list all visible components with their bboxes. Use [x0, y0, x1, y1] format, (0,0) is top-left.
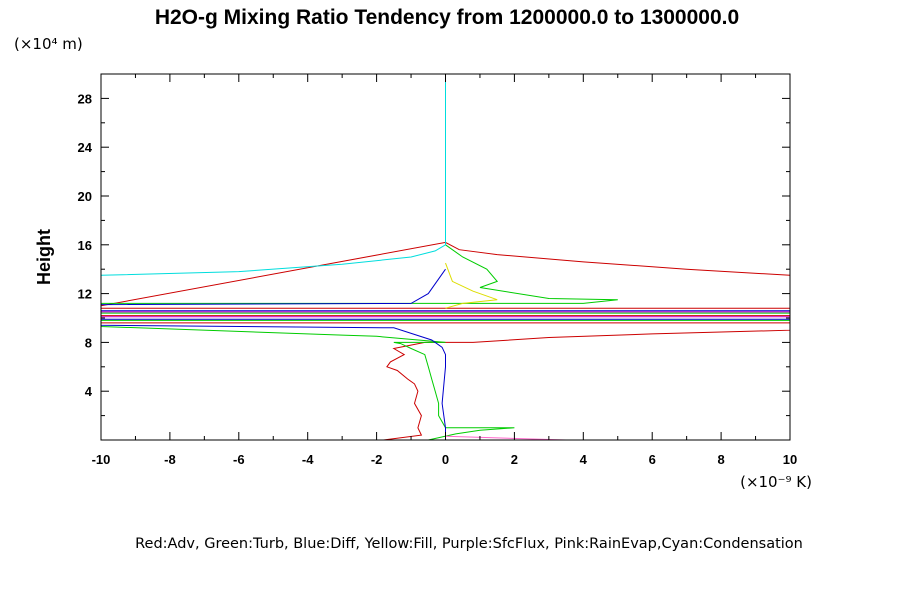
- y-tick-label: 12: [78, 287, 92, 302]
- x-tick-label: -8: [164, 452, 176, 467]
- x-tick-label: 2: [511, 452, 518, 467]
- y-tick-label: 8: [85, 335, 92, 350]
- x-tick-label: -2: [371, 452, 383, 467]
- x-tick-label: 0: [442, 452, 449, 467]
- legend-text: Red:Adv, Green:Turb, Blue:Diff, Yellow:F…: [135, 536, 803, 552]
- x-tick-label: -4: [302, 452, 314, 467]
- x-tick-label: -10: [92, 452, 111, 467]
- series-line-diff: [100, 268, 791, 440]
- y-axis-unit: (×10⁴ m): [14, 35, 83, 53]
- series-line-turb: [100, 244, 791, 441]
- x-tick-label: 10: [783, 452, 797, 467]
- x-tick-label: 6: [649, 452, 656, 467]
- series-line-adv: [100, 241, 791, 441]
- y-tick-label: 20: [78, 189, 92, 204]
- y-tick-label: 4: [85, 384, 93, 399]
- series-layer: [100, 74, 791, 441]
- series-line-rainevap: [445, 435, 567, 441]
- y-tick-label: 24: [78, 140, 93, 155]
- chart-title: H2O-g Mixing Ratio Tendency from 1200000…: [155, 6, 739, 29]
- y-tick-label: 16: [78, 238, 92, 253]
- y-tick-label: 28: [78, 91, 92, 106]
- x-tick-label: 8: [717, 452, 724, 467]
- series-line-fill: [445, 262, 498, 309]
- x-tick-label: -6: [233, 452, 245, 467]
- x-axis: -10 -8 -6 -4 -2 0 2 4 6 8 10: [92, 74, 797, 467]
- x-axis-unit: (×10⁻⁹ K): [740, 473, 812, 491]
- y-axis: 4 8 12 16 20 24 28: [78, 91, 790, 417]
- y-axis-label: Height: [34, 229, 54, 285]
- series-line-condensation: [100, 74, 446, 276]
- x-tick-label: 4: [580, 452, 588, 467]
